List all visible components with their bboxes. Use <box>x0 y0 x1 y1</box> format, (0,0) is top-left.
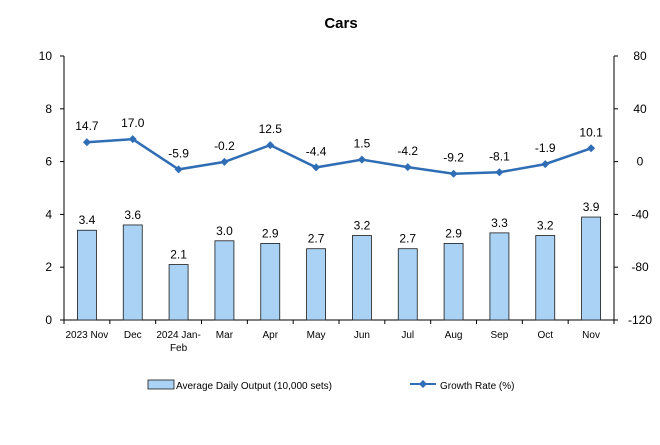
bar-value-label: 2.7 <box>399 232 416 246</box>
growth-rate-line <box>86 137 592 175</box>
right-tick-label: -80 <box>631 260 649 274</box>
bar-value-label: 3.2 <box>537 219 554 233</box>
line-value-label: -4.2 <box>397 144 418 158</box>
right-axis: -120 -80 -40 0 40 80 <box>614 49 652 327</box>
x-tick-label: Dec <box>124 330 142 341</box>
line-marker <box>174 165 183 174</box>
line-marker <box>403 163 412 172</box>
legend: Average Daily Output (10,000 sets) Growth… <box>147 379 514 392</box>
bar <box>260 243 281 321</box>
line-value-label: 12.5 <box>259 122 283 136</box>
line-marker <box>312 163 321 172</box>
right-tick-label: 0 <box>637 155 644 169</box>
legend-line-marker <box>419 380 427 388</box>
bar-value-label: 3.6 <box>124 208 141 222</box>
bar <box>122 224 143 321</box>
bar <box>214 240 235 321</box>
x-tick-label: Jun <box>354 330 370 341</box>
line-value-label: 17.0 <box>121 116 145 130</box>
legend-bar-swatch <box>147 379 175 390</box>
left-axis: 0 2 4 6 8 10 <box>39 49 64 327</box>
bar-value-label: 2.1 <box>170 248 187 262</box>
bar-value-label: 2.9 <box>262 226 279 240</box>
bar <box>352 235 372 321</box>
bar-value-label: 2.7 <box>308 232 325 246</box>
right-tick-label: -40 <box>631 207 649 221</box>
left-tick-label: 6 <box>45 155 52 169</box>
x-tick-label: Jul <box>401 330 414 341</box>
bar <box>535 235 556 321</box>
bar-value-label: 3.9 <box>583 200 600 214</box>
bar <box>306 248 326 321</box>
line-value-label: -8.1 <box>489 149 510 163</box>
bar-value-label: 3.4 <box>79 213 96 227</box>
left-tick-label: 0 <box>45 313 52 327</box>
line-marker <box>449 169 458 178</box>
line-marker <box>128 135 137 144</box>
line-marker <box>266 141 275 150</box>
x-tick-label: Oct <box>537 330 553 341</box>
line-value-label: -9.2 <box>443 151 464 165</box>
x-tick-label: May <box>307 330 326 341</box>
x-tick-label: Nov <box>582 330 600 341</box>
bar-value-label: 2.9 <box>445 226 462 240</box>
chart-title: Cars <box>324 15 357 32</box>
bar-value-label: 3.3 <box>491 216 508 230</box>
line-value-label: -4.4 <box>306 144 327 158</box>
bar-value-label: 3.0 <box>216 224 233 238</box>
bar <box>581 216 601 321</box>
line-marker <box>220 157 229 166</box>
line-marker <box>495 168 504 177</box>
line-value-label: 14.7 <box>75 119 99 133</box>
line-labels: 14.7 17.0 -5.9 -0.2 12.5 -4.4 1.5 -4.2 -9.2 -8.1 -… <box>75 116 603 165</box>
bar <box>77 229 97 321</box>
line-value-label: -0.2 <box>214 139 235 153</box>
line-marker <box>541 160 550 169</box>
x-axis: 2023 Nov Dec 2024 Jan-Feb Mar Apr May Jun Jul Au… <box>63 320 615 354</box>
line-value-label: -5.9 <box>168 146 189 160</box>
left-tick-label: 8 <box>45 102 52 116</box>
legend-line-label: Growth Rate (%) <box>440 381 514 392</box>
x-tick-label: 2023 Nov <box>66 330 109 341</box>
left-tick-label: 10 <box>39 49 53 63</box>
plot-frame <box>63 56 615 321</box>
line-series <box>82 135 596 178</box>
x-tick-label: Aug <box>445 330 463 341</box>
left-tick-label: 2 <box>45 260 52 274</box>
x-tick-label: Mar <box>216 330 234 341</box>
line-marker <box>357 155 366 164</box>
right-tick-label: 80 <box>633 49 647 63</box>
legend-bar-label: Average Daily Output (10,000 sets) <box>176 381 332 392</box>
line-marker <box>82 138 91 147</box>
x-tick-label: Sep <box>491 330 509 341</box>
right-tick-label: 40 <box>633 102 647 116</box>
bar <box>168 264 189 321</box>
right-tick-label: -120 <box>628 313 652 327</box>
left-tick-label: 4 <box>45 207 52 221</box>
bar-series <box>77 216 601 321</box>
bar <box>397 248 418 321</box>
line-value-label: 1.5 <box>354 137 371 151</box>
x-tick-label: 2024 Jan-Feb <box>156 330 200 354</box>
bar-labels: 3.4 3.6 2.1 3.0 2.9 2.7 3.2 2.7 2.9 3.3 3.2 3.9 <box>79 200 600 262</box>
x-tick-label: Apr <box>262 330 278 341</box>
line-value-label: 10.1 <box>579 125 603 139</box>
bar <box>443 243 464 321</box>
line-marker <box>587 144 596 153</box>
bar-value-label: 3.2 <box>354 219 371 233</box>
bar <box>489 232 510 321</box>
line-value-label: -1.9 <box>535 141 556 155</box>
